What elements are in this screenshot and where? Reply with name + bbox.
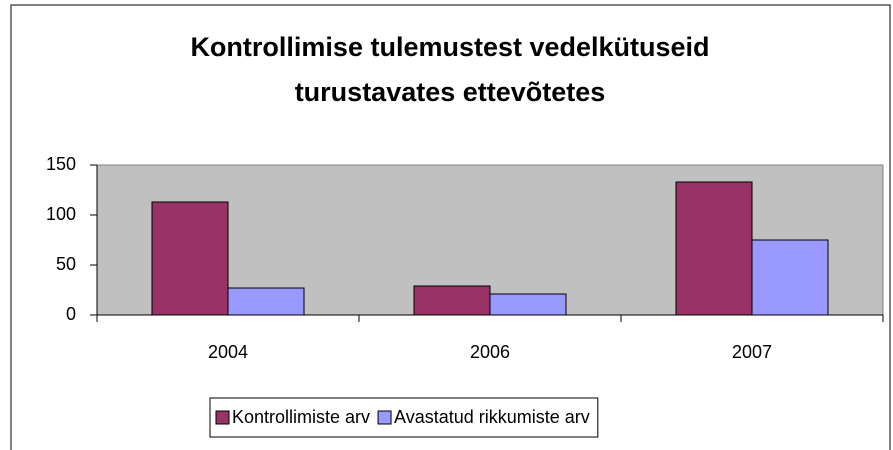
x-tick-label: 2007 xyxy=(732,342,772,362)
bar xyxy=(151,201,229,316)
legend-swatch xyxy=(377,410,392,425)
bar xyxy=(489,293,567,316)
x-tick-label: 2006 xyxy=(470,342,510,362)
chart-frame xyxy=(10,4,891,450)
bar xyxy=(751,239,829,316)
legend xyxy=(209,397,599,438)
chart-title: Kontrollimise tulemustest vedelkütuseid … xyxy=(190,32,710,107)
legend-label: Kontrollimiste arv xyxy=(232,407,370,427)
bar xyxy=(413,285,491,316)
legend-label: Avastatud rikkumiste arv xyxy=(394,407,590,427)
y-tick-label: 100 xyxy=(46,204,76,224)
x-tick-label: 2004 xyxy=(208,342,248,362)
legend-swatch xyxy=(215,410,230,425)
y-tick-label: 0 xyxy=(66,304,76,324)
y-tick-label: 50 xyxy=(56,254,76,274)
y-tick-label: 150 xyxy=(46,154,76,174)
bar xyxy=(227,287,305,316)
bar xyxy=(675,181,753,316)
